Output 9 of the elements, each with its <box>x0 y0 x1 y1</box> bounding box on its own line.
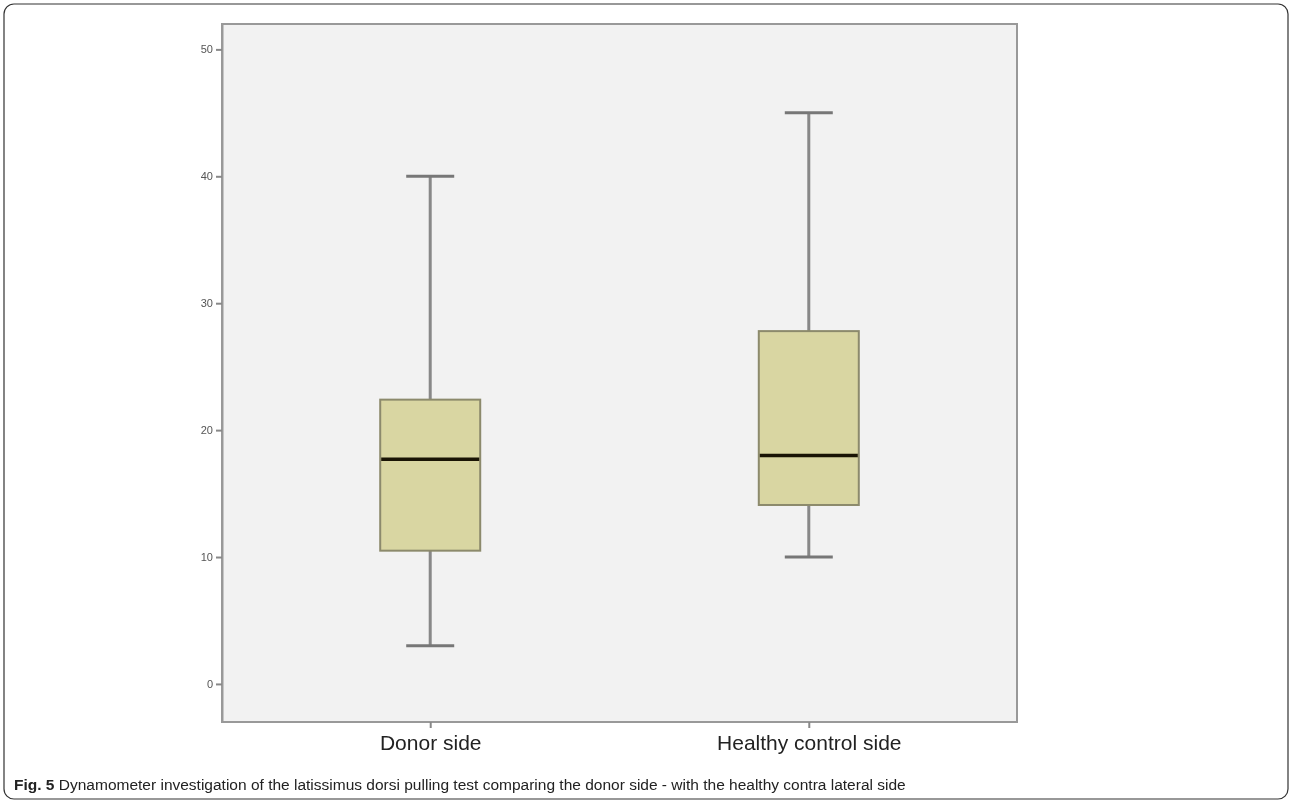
caption: Fig. 5 Dynamometer investigation of the latissimus dorsi pulling test comparing the donor side - with the healthy contra lateral side <box>14 776 906 793</box>
y-tick-label: 40 <box>200 170 213 183</box>
x-tick-label: Healthy control side <box>717 730 902 754</box>
x-tick-label: Donor side <box>379 730 482 754</box>
y-tick-label: 10 <box>200 551 213 564</box>
y-tick-label: 20 <box>200 424 213 437</box>
y-tick-label: 0 <box>206 677 213 690</box>
y-tick-label: 50 <box>200 43 213 56</box>
y-tick-label: 30 <box>200 297 213 310</box>
